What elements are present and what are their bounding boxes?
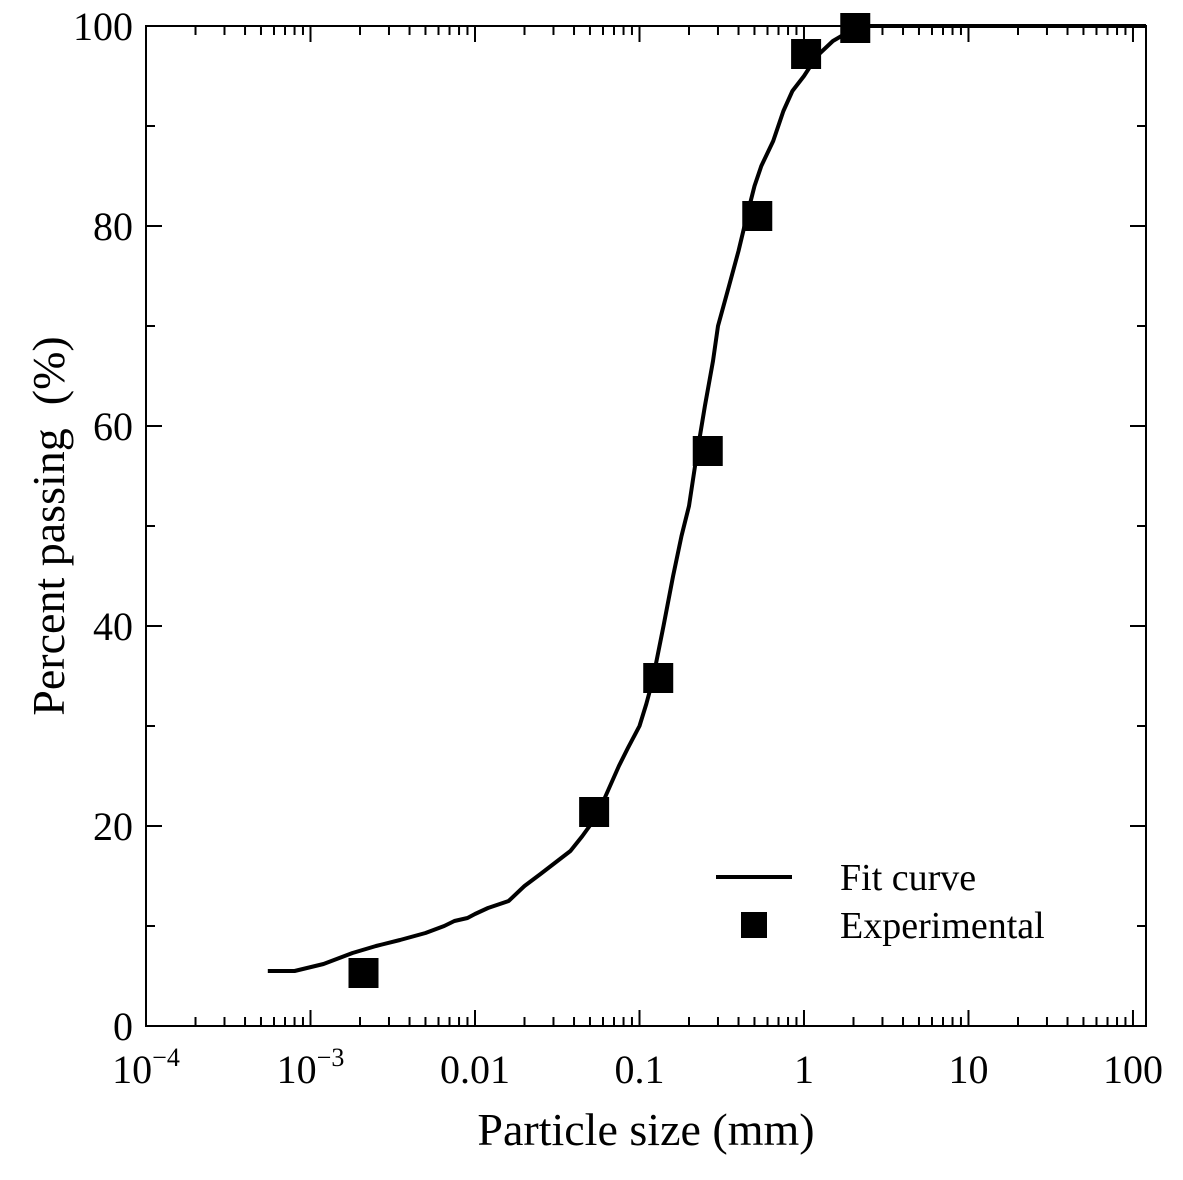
legend: Fit curve Experimental — [716, 857, 1045, 947]
experimental-point — [348, 958, 379, 988]
axis-ticks — [145, 25, 1146, 1027]
y-tick-label: 40 — [93, 604, 133, 649]
experimental-point — [742, 201, 773, 231]
legend-label-experimental: Experimental — [840, 905, 1045, 947]
x-tick-label: 10−3 — [277, 1043, 345, 1092]
experimental-point — [791, 39, 822, 69]
legend-label-fit-curve: Fit curve — [840, 857, 976, 899]
y-tick-labels: 0 20 40 60 80 100 — [73, 4, 133, 1049]
x-tick-label: 0.1 — [614, 1047, 664, 1092]
x-tick-labels: 10−4 10−3 0.01 0.1 1 10 100 — [112, 1043, 1163, 1092]
plot-frame — [145, 25, 1147, 1027]
y-tick-label: 80 — [93, 204, 133, 249]
experimental-point — [643, 663, 674, 693]
x-tick-label: 1 — [794, 1047, 814, 1092]
x-tick-label: 10 — [948, 1047, 988, 1092]
x-tick-label: 100 — [1103, 1047, 1163, 1092]
x-tick-label: 0.01 — [440, 1047, 510, 1092]
y-axis-title: Percent passing (%) — [23, 336, 74, 715]
experimental-point — [840, 13, 871, 43]
experimental-point — [692, 436, 723, 466]
x-axis-title: Particle size (mm) — [477, 1104, 814, 1155]
y-tick-label: 100 — [73, 4, 133, 49]
fit-curve-line — [267, 24, 1146, 973]
data-series — [267, 13, 1146, 988]
y-tick-label: 0 — [113, 1004, 133, 1049]
legend-square-swatch — [741, 912, 767, 938]
x-tick-label: 10−4 — [112, 1043, 180, 1092]
experimental-point — [579, 797, 610, 827]
y-tick-label: 20 — [93, 804, 133, 849]
y-tick-label: 60 — [93, 404, 133, 449]
